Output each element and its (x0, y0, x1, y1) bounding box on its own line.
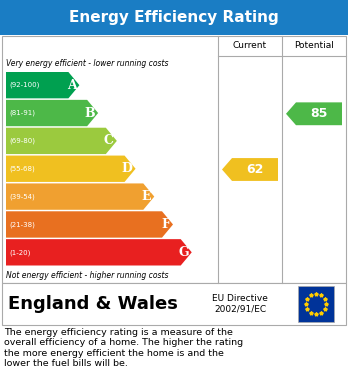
Text: The energy efficiency rating is a measure of the
overall efficiency of a home. T: The energy efficiency rating is a measur… (4, 328, 243, 368)
Polygon shape (6, 239, 192, 265)
Text: (69-80): (69-80) (9, 138, 35, 144)
Text: Potential: Potential (294, 41, 334, 50)
Text: (1-20): (1-20) (9, 249, 30, 256)
Bar (0, 0, 348, 35)
Polygon shape (6, 211, 173, 238)
Text: (39-54): (39-54) (9, 194, 35, 200)
Polygon shape (6, 156, 136, 182)
Polygon shape (6, 183, 154, 210)
Text: 85: 85 (310, 107, 328, 120)
Text: A: A (67, 79, 77, 91)
Text: Current: Current (233, 41, 267, 50)
Text: (55-68): (55-68) (9, 165, 35, 172)
Text: EU Directive
2002/91/EC: EU Directive 2002/91/EC (212, 294, 268, 314)
Text: (21-38): (21-38) (9, 221, 35, 228)
Polygon shape (6, 100, 98, 126)
Text: F: F (161, 218, 170, 231)
Text: 62: 62 (246, 163, 264, 176)
Text: England & Wales: England & Wales (8, 295, 178, 313)
Polygon shape (6, 72, 79, 99)
Text: D: D (122, 162, 133, 175)
Text: (81-91): (81-91) (9, 110, 35, 116)
Text: Not energy efficient - higher running costs: Not energy efficient - higher running co… (6, 271, 168, 280)
Text: Very energy efficient - lower running costs: Very energy efficient - lower running co… (6, 59, 168, 68)
Text: G: G (178, 246, 189, 259)
Polygon shape (286, 102, 342, 125)
Polygon shape (222, 158, 278, 181)
Text: Energy Efficiency Rating: Energy Efficiency Rating (69, 10, 279, 25)
Text: B: B (85, 106, 95, 120)
Text: E: E (142, 190, 151, 203)
Polygon shape (6, 128, 117, 154)
Text: C: C (104, 135, 114, 147)
Bar (298, 286, 334, 322)
Text: (92-100): (92-100) (9, 82, 39, 88)
Bar (2, 36, 346, 283)
Bar (2, 283, 346, 325)
